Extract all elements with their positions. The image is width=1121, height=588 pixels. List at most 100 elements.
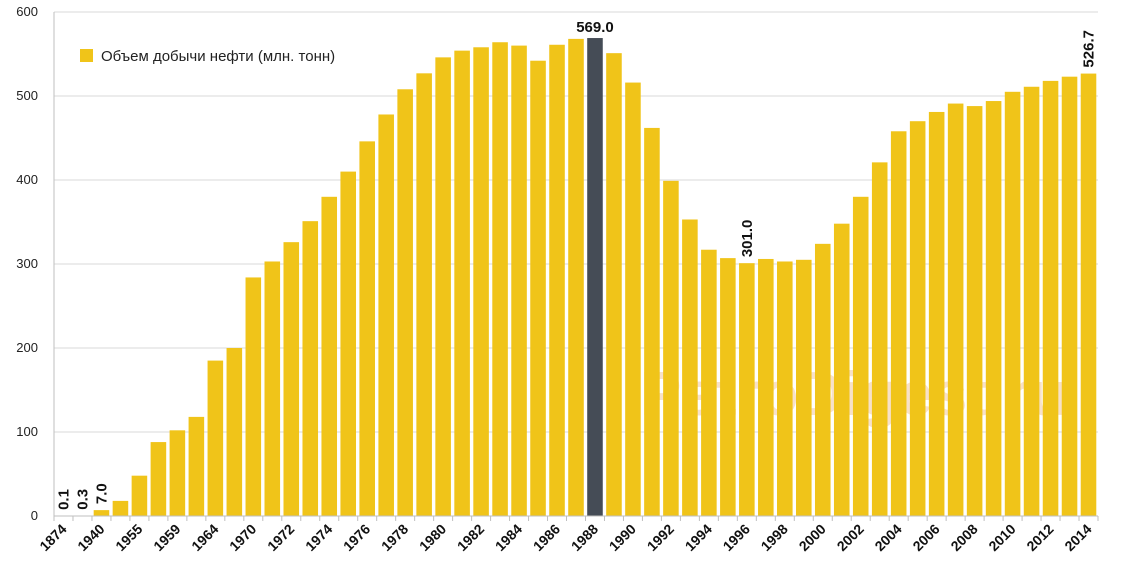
bar-1973	[302, 221, 319, 516]
bar-2006	[928, 111, 945, 517]
bar-2012	[1042, 80, 1059, 516]
y-axis: 0 100 200 300 400 500 600	[16, 4, 55, 523]
data-label: 7.0	[93, 483, 110, 504]
x-tick-label: 2008	[947, 521, 980, 554]
y-tick-label: 100	[16, 424, 38, 439]
x-tick-label: 1994	[682, 521, 715, 554]
bar-1983	[492, 42, 508, 517]
bar-1999	[795, 259, 812, 516]
x-tick-label: 2000	[796, 521, 829, 554]
x-tick-label: 1998	[758, 521, 791, 554]
legend-label: Объем добычи нефти (млн. тонн)	[101, 48, 335, 65]
bar-1994	[701, 249, 717, 516]
x-tick-label: 1992	[644, 521, 677, 554]
x-tick-label: 1980	[416, 521, 449, 554]
x-tick-label: 1970	[226, 521, 259, 554]
y-tick-label: 600	[16, 4, 38, 19]
x-tick-label: 2014	[1061, 521, 1094, 554]
bar-1980	[435, 57, 451, 517]
x-tick-label: 1990	[606, 521, 639, 554]
data-label: 0.1	[55, 489, 72, 510]
bar-2009	[985, 101, 1002, 516]
bar-1987	[568, 38, 584, 516]
x-tick-label: 1982	[454, 521, 487, 554]
bar-1976	[359, 141, 375, 517]
x-tick-label: 1972	[264, 521, 297, 554]
bar-1986	[549, 44, 565, 516]
data-label: 301.0	[739, 220, 756, 258]
bar-1997	[758, 258, 774, 516]
x-tick-label: 2012	[1023, 521, 1056, 554]
bar-1998	[777, 261, 793, 516]
data-labels: 0.1 0.3 7.0 569.0 301.0 526.7	[55, 19, 1097, 510]
x-tick-label: 1984	[492, 521, 525, 554]
bar-1988	[587, 38, 603, 516]
bar-2010	[1004, 91, 1021, 517]
bar-1971	[264, 261, 281, 516]
bar-1957	[150, 442, 167, 516]
x-tick-label: 1874	[36, 521, 69, 554]
data-label: 526.7	[1081, 30, 1098, 68]
bar-1972	[283, 242, 300, 516]
bar-2013	[1061, 76, 1078, 517]
bar-1993	[682, 219, 698, 517]
x-tick-label: 1940	[74, 521, 107, 554]
bar-2014	[1080, 73, 1097, 517]
bar-2011	[1023, 86, 1040, 516]
bar-2005	[909, 121, 926, 516]
x-tick-label: 1978	[378, 521, 411, 554]
bar-1967	[226, 348, 243, 516]
y-tick-label: 500	[16, 88, 38, 103]
bar-1977	[378, 114, 394, 516]
bar-1981	[454, 50, 470, 516]
bar-1975	[340, 171, 357, 516]
bar-2008	[966, 106, 983, 516]
y-tick-label: 200	[16, 340, 38, 355]
bar-1990	[625, 82, 641, 516]
bar-1985	[530, 60, 546, 516]
bar-1982	[473, 47, 489, 516]
bar-1995	[720, 258, 736, 516]
bar-1978	[397, 89, 413, 516]
bar-1964	[207, 360, 224, 516]
legend: Объем добычи нефти (млн. тонн)	[80, 48, 335, 65]
bars	[55, 38, 1097, 517]
data-label: 0.3	[74, 489, 91, 510]
x-axis: 1874 1940 1955 1959 1964 1970 1972 1974 1976 1978…	[36, 515, 1099, 554]
x-tick-label: 1996	[720, 521, 753, 554]
legend-swatch	[80, 49, 93, 62]
y-tick-label: 300	[16, 256, 38, 271]
bar-1984	[511, 45, 527, 516]
bar-1992	[663, 180, 679, 516]
bar-1989	[606, 53, 622, 516]
bar-1962	[188, 416, 205, 516]
x-tick-label: 1955	[112, 521, 145, 554]
bar-2001	[833, 223, 850, 516]
x-tick-label: 2004	[871, 521, 904, 554]
bar-1955	[131, 475, 148, 516]
x-tick-label: 2010	[985, 521, 1018, 554]
bar-1950	[112, 500, 129, 516]
bar-2000	[814, 243, 831, 516]
bar-1970	[245, 277, 262, 516]
bar-2002	[852, 196, 869, 517]
bar-1979	[416, 73, 432, 516]
x-tick-label: 1986	[530, 521, 563, 554]
y-tick-label: 400	[16, 172, 38, 187]
bar-2003	[871, 162, 888, 517]
bar-2004	[890, 131, 907, 516]
x-tick-label: 1959	[150, 521, 183, 554]
bar-1959	[169, 430, 186, 516]
x-tick-label: 1974	[302, 521, 335, 554]
x-tick-label: 1964	[188, 521, 221, 554]
x-tick-label: 1976	[340, 521, 373, 554]
bar-1974	[321, 196, 338, 517]
bar-1996	[739, 263, 755, 516]
x-tick-label: 2006	[909, 521, 942, 554]
x-tick-label: 2002	[834, 521, 867, 554]
bar-1991	[644, 127, 660, 517]
x-tick-label: 1988	[568, 521, 601, 554]
y-tick-label: 0	[31, 508, 38, 523]
bar-2007	[947, 103, 964, 516]
